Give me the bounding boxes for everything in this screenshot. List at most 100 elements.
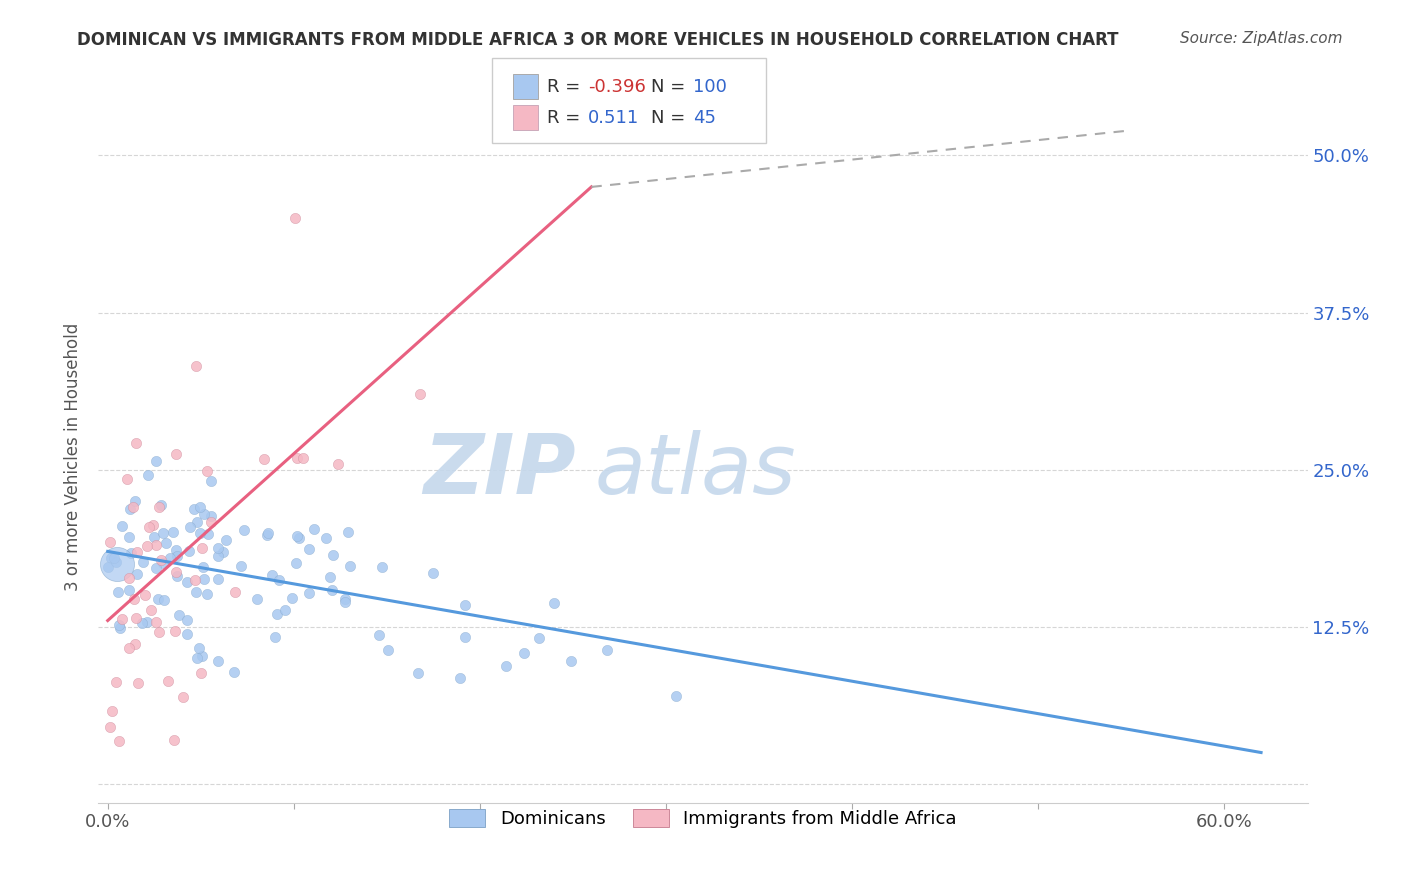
Point (288, 531, 311, 545)
Point (134, 589, 156, 603)
Point (108, 734, 131, 748)
Point (336, 524, 359, 539)
Point (246, 591, 269, 606)
Point (100, 551, 122, 566)
Point (207, 655, 229, 669)
Point (105, 557, 128, 571)
Point (195, 586, 218, 600)
Point (176, 574, 198, 589)
Point (135, 615, 157, 629)
Point (529, 631, 551, 645)
Point (190, 649, 212, 664)
Point (148, 625, 170, 640)
Point (191, 560, 214, 574)
Point (215, 533, 238, 548)
Point (125, 545, 148, 559)
Point (104, 555, 127, 569)
Point (145, 561, 167, 575)
Point (453, 630, 475, 644)
Point (328, 457, 350, 471)
Point (131, 615, 153, 630)
Point (190, 666, 212, 681)
Point (165, 565, 187, 579)
Point (162, 525, 184, 540)
Text: DOMINICAN VS IMMIGRANTS FROM MIDDLE AFRICA 3 OR MORE VEHICLES IN HOUSEHOLD CORRE: DOMINICAN VS IMMIGRANTS FROM MIDDLE AFRI… (77, 31, 1119, 49)
Text: Source: ZipAtlas.com: Source: ZipAtlas.com (1180, 31, 1343, 46)
Point (153, 592, 176, 607)
Point (183, 502, 205, 516)
Point (543, 596, 565, 610)
Point (231, 559, 253, 574)
Point (125, 611, 148, 625)
Point (111, 518, 134, 533)
Point (193, 507, 215, 521)
Point (165, 543, 187, 558)
Point (148, 592, 170, 607)
Point (152, 525, 174, 540)
Point (211, 545, 233, 559)
Point (267, 573, 290, 587)
Point (409, 387, 432, 401)
Point (149, 553, 172, 567)
Text: N =: N = (651, 109, 690, 127)
Point (339, 559, 361, 574)
Point (321, 582, 343, 597)
Point (132, 555, 155, 569)
Point (195, 464, 218, 478)
Point (454, 598, 477, 612)
Legend: Dominicans, Immigrants from Middle Africa: Dominicans, Immigrants from Middle Afric… (441, 801, 965, 835)
Point (186, 651, 208, 665)
Point (200, 474, 222, 488)
Point (207, 549, 229, 564)
Point (172, 690, 194, 704)
Point (143, 530, 166, 544)
Point (163, 624, 186, 638)
Point (121, 500, 143, 514)
Point (322, 548, 344, 562)
Point (176, 627, 198, 641)
Point (264, 630, 287, 644)
Point (107, 585, 129, 599)
Point (191, 541, 214, 555)
Point (118, 571, 141, 585)
Point (148, 500, 170, 515)
Point (280, 591, 302, 605)
Text: ZIP: ZIP (423, 431, 576, 511)
Text: 45: 45 (693, 109, 716, 127)
Point (371, 560, 394, 574)
Point (97, 559, 120, 574)
Point (145, 615, 167, 629)
Point (145, 454, 167, 468)
Point (165, 447, 187, 461)
Point (560, 654, 582, 668)
Point (287, 450, 309, 465)
Point (118, 530, 141, 544)
Point (224, 585, 246, 599)
Point (184, 574, 207, 588)
Point (186, 585, 208, 599)
Point (266, 607, 288, 622)
Point (200, 515, 222, 529)
Point (298, 586, 321, 600)
Point (207, 572, 229, 586)
Point (101, 704, 124, 718)
Point (115, 472, 138, 486)
Point (127, 566, 149, 581)
Point (111, 612, 134, 626)
Point (188, 640, 211, 655)
Point (291, 450, 314, 465)
Point (122, 591, 145, 606)
Point (179, 544, 201, 558)
Point (449, 671, 471, 685)
Point (118, 501, 141, 516)
Point (318, 570, 340, 584)
Point (120, 546, 142, 560)
Text: R =: R = (547, 109, 586, 127)
Point (284, 557, 307, 571)
Point (108, 618, 131, 632)
Text: N =: N = (651, 78, 690, 95)
Point (138, 520, 160, 534)
Point (422, 566, 444, 581)
Point (136, 539, 159, 553)
Point (595, 642, 617, 657)
